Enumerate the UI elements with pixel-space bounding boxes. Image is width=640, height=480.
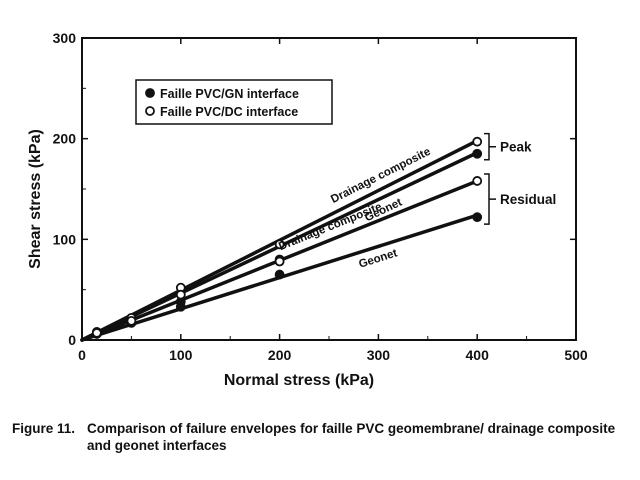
data-point-open <box>274 256 285 267</box>
annotation-bracket <box>484 132 496 161</box>
data-point-filled <box>472 148 483 159</box>
annotations-layer: Peak Residual <box>484 132 556 225</box>
x-axis-label: Normal stress (kPa) <box>224 372 374 389</box>
x-tick-label: 200 <box>268 347 292 363</box>
data-point-open <box>175 289 186 300</box>
legend: Faille PVC/GN interface Faille PVC/DC int… <box>135 79 333 125</box>
y-axis-label: Shear stress (kPa) <box>27 129 44 269</box>
x-tick-label: 500 <box>564 347 588 363</box>
x-tick-label: 400 <box>466 347 490 363</box>
data-point-open <box>91 328 102 338</box>
legend-entry-label: Faille PVC/DC interface <box>160 105 298 119</box>
figure-caption-text: Comparison of failure envelopes for fail… <box>87 421 616 453</box>
y-tick-label: 200 <box>53 131 77 147</box>
data-point-filled <box>274 269 285 280</box>
data-points-layer <box>91 136 483 339</box>
annotation-bracket <box>484 173 496 225</box>
y-tick-label: 0 <box>68 332 76 348</box>
y-tick-label: 100 <box>53 231 77 247</box>
axes-layer: 0 100 200 300 400 500 0 100 200 300 Normal stress … <box>27 30 588 389</box>
annotation-label: Peak <box>500 140 532 155</box>
x-tick-label: 300 <box>367 347 391 363</box>
figure-label: Figure 11. <box>12 421 76 436</box>
legend-box <box>135 79 333 125</box>
data-point-filled <box>175 301 186 312</box>
failure-envelope-chart: 0 100 200 300 400 500 0 100 200 300 Normal stress … <box>27 30 588 389</box>
data-point-open <box>126 315 137 326</box>
figure-caption: Figure 11. Comparison of failure envelop… <box>12 420 632 454</box>
data-point-open <box>472 136 483 147</box>
legend-entry-label: Faille PVC/GN interface <box>160 87 299 101</box>
y-tick-label: 300 <box>53 30 77 46</box>
data-point-filled <box>472 212 483 223</box>
data-point-open <box>274 239 285 250</box>
legend-marker-filled <box>145 88 155 98</box>
legend-marker-open <box>145 106 155 116</box>
line-label: Drainage composite <box>277 201 383 253</box>
data-point-open <box>472 176 483 186</box>
annotation-label: Residual <box>500 192 556 207</box>
x-tick-label: 100 <box>169 347 193 363</box>
x-tick-label: 0 <box>78 347 86 363</box>
